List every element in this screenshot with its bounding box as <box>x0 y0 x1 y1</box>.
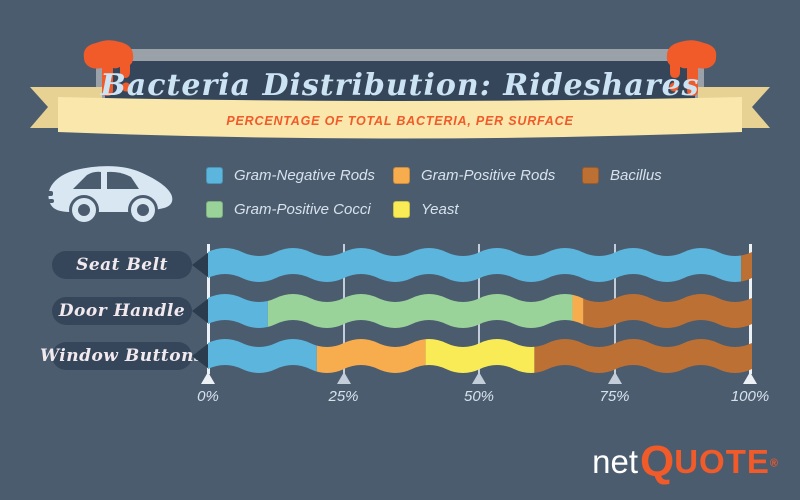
page-subtitle: PERCENTAGE OF TOTAL BACTERIA, PER SURFAC… <box>226 114 574 128</box>
bar-segment <box>208 248 742 282</box>
paint-drip-right-icon <box>666 40 717 96</box>
axis-tick-label: 100% <box>730 388 770 405</box>
gridline-pin-icon <box>336 372 351 384</box>
ribbon-banner <box>30 87 770 139</box>
logo-quote-text: UOTE <box>674 443 770 480</box>
legend-item: Gram-Negative Rods <box>206 167 375 184</box>
sign-post-right <box>695 55 704 107</box>
row-label-badge: Seat Belt <box>52 251 192 279</box>
bar-row <box>208 339 752 373</box>
row-arrow-icon <box>192 343 209 369</box>
bar-segment <box>208 339 317 373</box>
bar-segment <box>267 294 573 328</box>
legend-item: Gram-Positive Rods <box>393 167 555 184</box>
gridline-pin-icon <box>201 372 215 384</box>
gridline-pin-icon <box>743 372 757 384</box>
row-arrow-icon <box>192 298 209 324</box>
legend-label: Gram-Positive Cocci <box>234 201 371 218</box>
axis-tick-label: 50% <box>463 388 495 405</box>
axis-tick-label: 25% <box>328 388 359 405</box>
row-label: Window Buttons <box>39 346 205 366</box>
bar-segment <box>316 339 426 373</box>
legend-label: Yeast <box>421 201 459 218</box>
gridline-pin-icon <box>607 372 622 384</box>
bar-row <box>208 248 752 282</box>
bar-segment <box>583 294 752 328</box>
row-label: Door Handle <box>58 301 186 321</box>
metal-bar <box>86 49 714 61</box>
car-icon <box>47 166 173 224</box>
legend-swatch-icon <box>393 167 410 184</box>
paint-drip-left-icon <box>83 40 134 96</box>
bar-row <box>208 294 752 328</box>
legend-item: Gram-Positive Cocci <box>206 201 371 218</box>
netquote-logo: netQUOTE® <box>592 434 778 486</box>
legend-swatch-icon <box>582 167 599 184</box>
row-label-badge: Window Buttons <box>40 342 204 370</box>
logo-q-text: Q <box>639 437 675 486</box>
legend-swatch-icon <box>206 201 223 218</box>
axis-tick-label: 0% <box>197 388 219 405</box>
legend-swatch-icon <box>206 167 223 184</box>
bar-segment <box>572 294 584 328</box>
row-arrow-icon <box>192 252 209 278</box>
legend-label: Gram-Positive Rods <box>421 167 556 184</box>
legend-label: Bacillus <box>610 167 662 184</box>
legend-item: Bacillus <box>582 167 662 184</box>
registered-mark: ® <box>769 457 778 470</box>
row-label-badge: Door Handle <box>52 297 192 325</box>
bar-segment <box>425 339 535 373</box>
legend-label: Gram-Negative Rods <box>234 167 375 184</box>
bar-segment <box>208 294 268 328</box>
row-label: Seat Belt <box>76 255 168 275</box>
bar-segment <box>741 248 752 282</box>
legend-swatch-icon <box>393 201 410 218</box>
logo-net-text: net <box>592 443 638 480</box>
legend-item: Yeast <box>393 201 459 218</box>
axis-tick-label: 75% <box>599 388 630 405</box>
gridline-pin-icon <box>472 372 486 384</box>
sign-post-left <box>96 55 105 107</box>
bar-segment <box>534 339 752 373</box>
page-title: Bacteria Distribution: Rideshares <box>100 68 700 103</box>
